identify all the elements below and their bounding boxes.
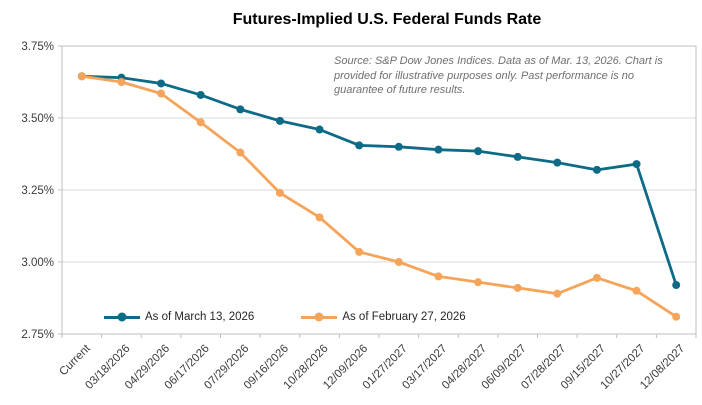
data-point bbox=[672, 312, 681, 321]
data-point bbox=[315, 213, 324, 222]
legend-label: As of February 27, 2026 bbox=[342, 311, 466, 323]
data-point bbox=[434, 272, 443, 281]
y-axis-label: 3.25% bbox=[21, 185, 54, 197]
data-point bbox=[157, 79, 166, 88]
data-point bbox=[196, 118, 205, 127]
data-point bbox=[394, 142, 403, 151]
data-point bbox=[434, 145, 443, 154]
legend-line-marker-icon bbox=[301, 312, 338, 322]
legend-line-marker-icon bbox=[104, 312, 140, 322]
data-point bbox=[513, 283, 522, 292]
chart-title: Futures-Implied U.S. Federal Funds Rate bbox=[232, 11, 542, 28]
data-point bbox=[474, 147, 483, 156]
legend-item-february-27: As of February 27, 2026 bbox=[301, 311, 466, 323]
source-note: Source: S&P Dow Jones Indices. Data as o… bbox=[334, 55, 663, 96]
data-point bbox=[196, 90, 205, 99]
y-axis-label: 3.00% bbox=[21, 257, 54, 269]
y-axis-label: 3.75% bbox=[21, 41, 54, 53]
x-axis-label: Current bbox=[57, 342, 93, 378]
data-point bbox=[355, 141, 364, 150]
data-point bbox=[553, 158, 562, 167]
data-point bbox=[513, 152, 522, 161]
legend-dot-icon bbox=[314, 312, 324, 322]
data-point bbox=[275, 188, 284, 197]
series-line-0 bbox=[80, 74, 678, 287]
legend-dot-icon bbox=[117, 312, 127, 322]
data-point bbox=[117, 78, 126, 86]
data-point bbox=[553, 289, 562, 298]
y-axis-label: 3.50% bbox=[21, 113, 54, 125]
data-point bbox=[315, 125, 324, 134]
data-point bbox=[77, 72, 86, 81]
data-point bbox=[672, 281, 681, 290]
data-point bbox=[632, 160, 641, 169]
legend-label: As of March 13, 2026 bbox=[145, 311, 255, 323]
data-point bbox=[355, 247, 364, 256]
data-point bbox=[236, 105, 245, 114]
data-point bbox=[236, 148, 245, 157]
data-point bbox=[592, 165, 601, 174]
data-point bbox=[632, 286, 641, 295]
data-point bbox=[474, 278, 483, 287]
data-point bbox=[275, 116, 284, 125]
data-point bbox=[157, 89, 166, 98]
data-point bbox=[394, 258, 403, 266]
series-line-1 bbox=[80, 74, 678, 319]
legend: As of March 13, 2026 As of February 27, … bbox=[104, 311, 466, 323]
data-point bbox=[592, 273, 601, 282]
y-axis-label: 2.75% bbox=[21, 329, 54, 341]
legend-item-march-13: As of March 13, 2026 bbox=[104, 311, 254, 323]
